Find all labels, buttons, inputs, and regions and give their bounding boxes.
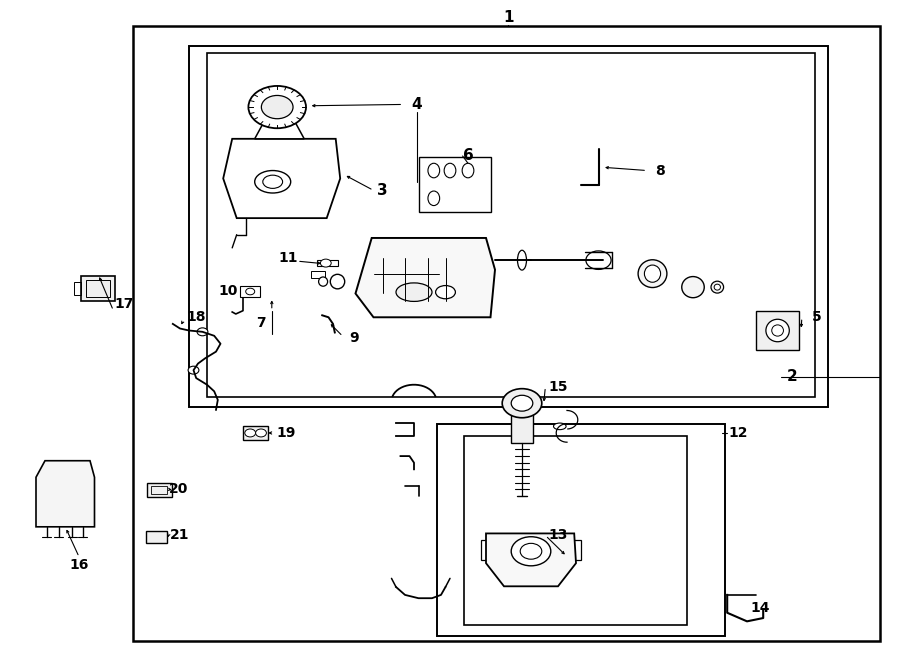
Text: 11: 11 — [278, 251, 298, 265]
Text: 3: 3 — [377, 183, 388, 198]
Polygon shape — [255, 122, 304, 139]
Bar — [511, 403, 533, 443]
Text: 21: 21 — [170, 528, 190, 543]
Bar — [81, 276, 115, 301]
Text: 5: 5 — [812, 310, 821, 325]
Ellipse shape — [255, 171, 291, 193]
Text: 10: 10 — [218, 284, 238, 298]
Bar — [567, 540, 580, 560]
Ellipse shape — [463, 163, 474, 178]
Text: 13: 13 — [548, 528, 568, 543]
Circle shape — [320, 259, 331, 267]
Ellipse shape — [772, 325, 783, 336]
Ellipse shape — [445, 163, 456, 178]
Ellipse shape — [766, 319, 789, 342]
Circle shape — [502, 389, 542, 418]
Bar — [151, 486, 167, 494]
Ellipse shape — [428, 163, 440, 178]
Bar — [243, 426, 268, 440]
Polygon shape — [223, 139, 340, 218]
Polygon shape — [356, 238, 495, 317]
Bar — [418, 157, 490, 212]
Text: 9: 9 — [349, 331, 358, 346]
Text: 12: 12 — [728, 426, 748, 440]
Bar — [464, 436, 687, 625]
Bar — [43, 508, 87, 520]
Circle shape — [188, 366, 199, 374]
Circle shape — [256, 429, 266, 437]
Text: 18: 18 — [186, 310, 206, 325]
Text: 19: 19 — [276, 426, 296, 440]
Bar — [240, 286, 260, 297]
Bar — [317, 260, 338, 266]
Text: 4: 4 — [411, 97, 422, 112]
Text: 2: 2 — [787, 369, 797, 384]
Text: 6: 6 — [463, 148, 473, 163]
Bar — [310, 271, 325, 278]
Text: 1: 1 — [503, 10, 514, 24]
Bar — [437, 424, 725, 636]
Bar — [74, 282, 81, 295]
Circle shape — [248, 86, 306, 128]
Circle shape — [197, 328, 208, 336]
Ellipse shape — [554, 423, 566, 430]
Ellipse shape — [436, 286, 455, 299]
Ellipse shape — [711, 281, 724, 293]
Ellipse shape — [396, 283, 432, 301]
Ellipse shape — [330, 274, 345, 289]
Polygon shape — [36, 461, 94, 527]
Circle shape — [586, 251, 611, 270]
Circle shape — [261, 95, 293, 119]
Ellipse shape — [319, 277, 328, 286]
Bar — [43, 492, 87, 504]
Bar — [86, 280, 110, 297]
Bar — [482, 540, 495, 560]
Text: 8: 8 — [655, 163, 664, 178]
Ellipse shape — [715, 284, 721, 290]
Bar — [207, 53, 814, 397]
Text: 17: 17 — [114, 297, 134, 311]
Bar — [146, 531, 167, 543]
Text: 7: 7 — [256, 315, 266, 330]
Circle shape — [511, 537, 551, 566]
Bar — [189, 46, 828, 407]
Bar — [133, 26, 880, 641]
Text: 16: 16 — [69, 558, 89, 572]
Circle shape — [511, 395, 533, 411]
Bar — [147, 483, 172, 497]
Ellipse shape — [644, 265, 661, 282]
Ellipse shape — [246, 288, 255, 295]
Text: 15: 15 — [548, 379, 568, 394]
Ellipse shape — [263, 175, 283, 188]
Ellipse shape — [428, 191, 440, 206]
Circle shape — [520, 543, 542, 559]
Circle shape — [245, 429, 256, 437]
Polygon shape — [486, 533, 576, 586]
Bar — [43, 475, 87, 487]
Ellipse shape — [518, 251, 526, 270]
Text: 14: 14 — [751, 601, 770, 615]
Bar — [756, 311, 799, 350]
Text: 20: 20 — [168, 482, 188, 496]
Ellipse shape — [682, 276, 705, 297]
Ellipse shape — [638, 260, 667, 288]
